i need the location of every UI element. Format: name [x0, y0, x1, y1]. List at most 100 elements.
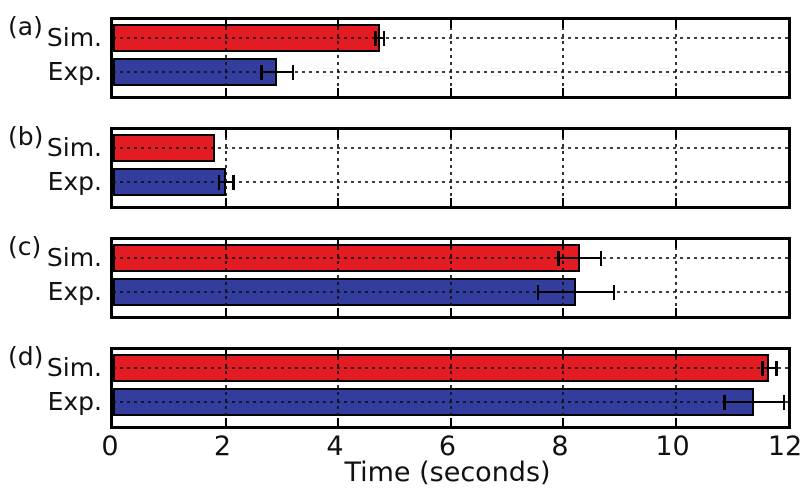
- grid-line-vertical: [224, 20, 227, 96]
- x-axis-title: Time (seconds): [344, 457, 551, 488]
- tick-mark-top: [449, 130, 452, 138]
- error-bar: [217, 174, 235, 190]
- tick-mark-bottom: [562, 308, 564, 316]
- row-grid-line: [113, 37, 788, 39]
- grid-line-vertical: [224, 350, 227, 426]
- row-grid-line: [113, 71, 788, 73]
- error-bar-line: [536, 290, 616, 294]
- grid-line-vertical: [562, 20, 564, 96]
- panel-letter-a: (a): [8, 12, 43, 41]
- error-bar-line: [217, 180, 235, 184]
- tick-mark-top: [449, 350, 452, 358]
- tick-mark-bottom: [449, 198, 452, 206]
- grid-line-vertical: [674, 20, 677, 96]
- tick-mark-top: [562, 350, 564, 358]
- row-label-sim: Sim.: [46, 23, 102, 52]
- error-bar-line: [723, 400, 786, 404]
- grid-line-vertical: [449, 240, 452, 316]
- x-tick-label: 10: [655, 431, 690, 462]
- tick-mark-bottom: [224, 308, 227, 316]
- error-bar-cap-right: [291, 64, 295, 80]
- row-grid-line: [113, 181, 788, 183]
- error-bar-cap-left: [536, 284, 540, 300]
- row-grid-line: [113, 147, 788, 149]
- tick-mark-top: [449, 20, 452, 28]
- tick-mark-top: [674, 20, 677, 28]
- grid-line-vertical: [562, 350, 564, 426]
- x-tick-label: 0: [101, 431, 119, 462]
- panel-a: [110, 17, 791, 99]
- error-bar: [557, 250, 603, 266]
- grid-line-vertical: [674, 240, 677, 316]
- tick-mark-top: [337, 240, 339, 248]
- grid-line-vertical: [562, 130, 564, 206]
- row-label-exp: Exp.: [47, 167, 102, 196]
- tick-mark-top: [674, 130, 677, 138]
- tick-mark-bottom: [224, 198, 227, 206]
- tick-mark-bottom: [562, 198, 564, 206]
- tick-mark-top: [562, 20, 564, 28]
- panel-d: [110, 347, 791, 429]
- tick-mark-top: [224, 240, 227, 248]
- tick-mark-bottom: [562, 418, 564, 426]
- tick-mark-bottom: [224, 418, 227, 426]
- error-bar-line: [260, 70, 295, 74]
- tick-mark-bottom: [449, 88, 452, 96]
- tick-mark-bottom: [449, 418, 452, 426]
- tick-mark-bottom: [224, 88, 227, 96]
- tick-mark-bottom: [674, 308, 677, 316]
- tick-mark-top: [224, 20, 227, 28]
- grid-line-vertical: [449, 20, 452, 96]
- row-label-sim: Sim.: [46, 243, 102, 272]
- row-grid-line: [113, 257, 788, 259]
- error-bar-line: [557, 256, 603, 260]
- x-tick-label: 2: [213, 431, 232, 462]
- row-label-exp: Exp.: [47, 277, 102, 306]
- tick-mark-top: [224, 350, 227, 358]
- tick-mark-top: [674, 240, 677, 248]
- x-tick-label: 8: [551, 431, 569, 462]
- error-bar-line: [761, 366, 778, 370]
- error-bar-cap-right: [382, 30, 386, 46]
- error-bar-cap-right: [782, 394, 786, 410]
- error-bar-cap-right: [612, 284, 616, 300]
- grid-line-vertical: [337, 350, 339, 426]
- panel-letter-b: (b): [8, 122, 44, 151]
- tick-mark-top: [562, 130, 564, 138]
- error-bar-cap-right: [775, 360, 778, 376]
- error-bar: [723, 394, 786, 410]
- error-bar: [260, 64, 295, 80]
- row-label-exp: Exp.: [47, 57, 102, 86]
- error-bar: [536, 284, 616, 300]
- panel-letter-c: (c): [8, 232, 42, 261]
- tick-mark-bottom: [337, 418, 339, 426]
- error-bar-cap-left: [723, 394, 726, 410]
- tick-mark-bottom: [449, 308, 452, 316]
- tick-mark-bottom: [674, 88, 677, 96]
- row-label-exp: Exp.: [47, 387, 102, 416]
- tick-mark-top: [337, 20, 339, 28]
- tick-mark-top: [449, 240, 452, 248]
- tick-mark-top: [224, 130, 227, 138]
- error-bar-cap-left: [761, 360, 764, 376]
- error-bar-cap-left: [217, 174, 221, 190]
- grid-line-vertical: [449, 130, 452, 206]
- row-grid-line: [113, 367, 788, 369]
- tick-mark-top: [337, 130, 339, 138]
- error-bar: [374, 30, 386, 46]
- grid-line-vertical: [562, 240, 564, 316]
- x-tick-label: 4: [326, 431, 344, 462]
- tick-mark-bottom: [674, 198, 677, 206]
- grid-line-vertical: [337, 20, 339, 96]
- tick-mark-bottom: [562, 88, 564, 96]
- error-bar-cap-left: [557, 250, 560, 266]
- error-bar-cap-left: [374, 30, 377, 46]
- tick-mark-bottom: [337, 308, 339, 316]
- grid-line-vertical: [674, 350, 677, 426]
- row-grid-line: [113, 401, 788, 403]
- x-tick-label: 6: [438, 431, 457, 462]
- tick-mark-top: [674, 350, 677, 358]
- grid-line-vertical: [449, 350, 452, 426]
- grid-line-vertical: [224, 240, 227, 316]
